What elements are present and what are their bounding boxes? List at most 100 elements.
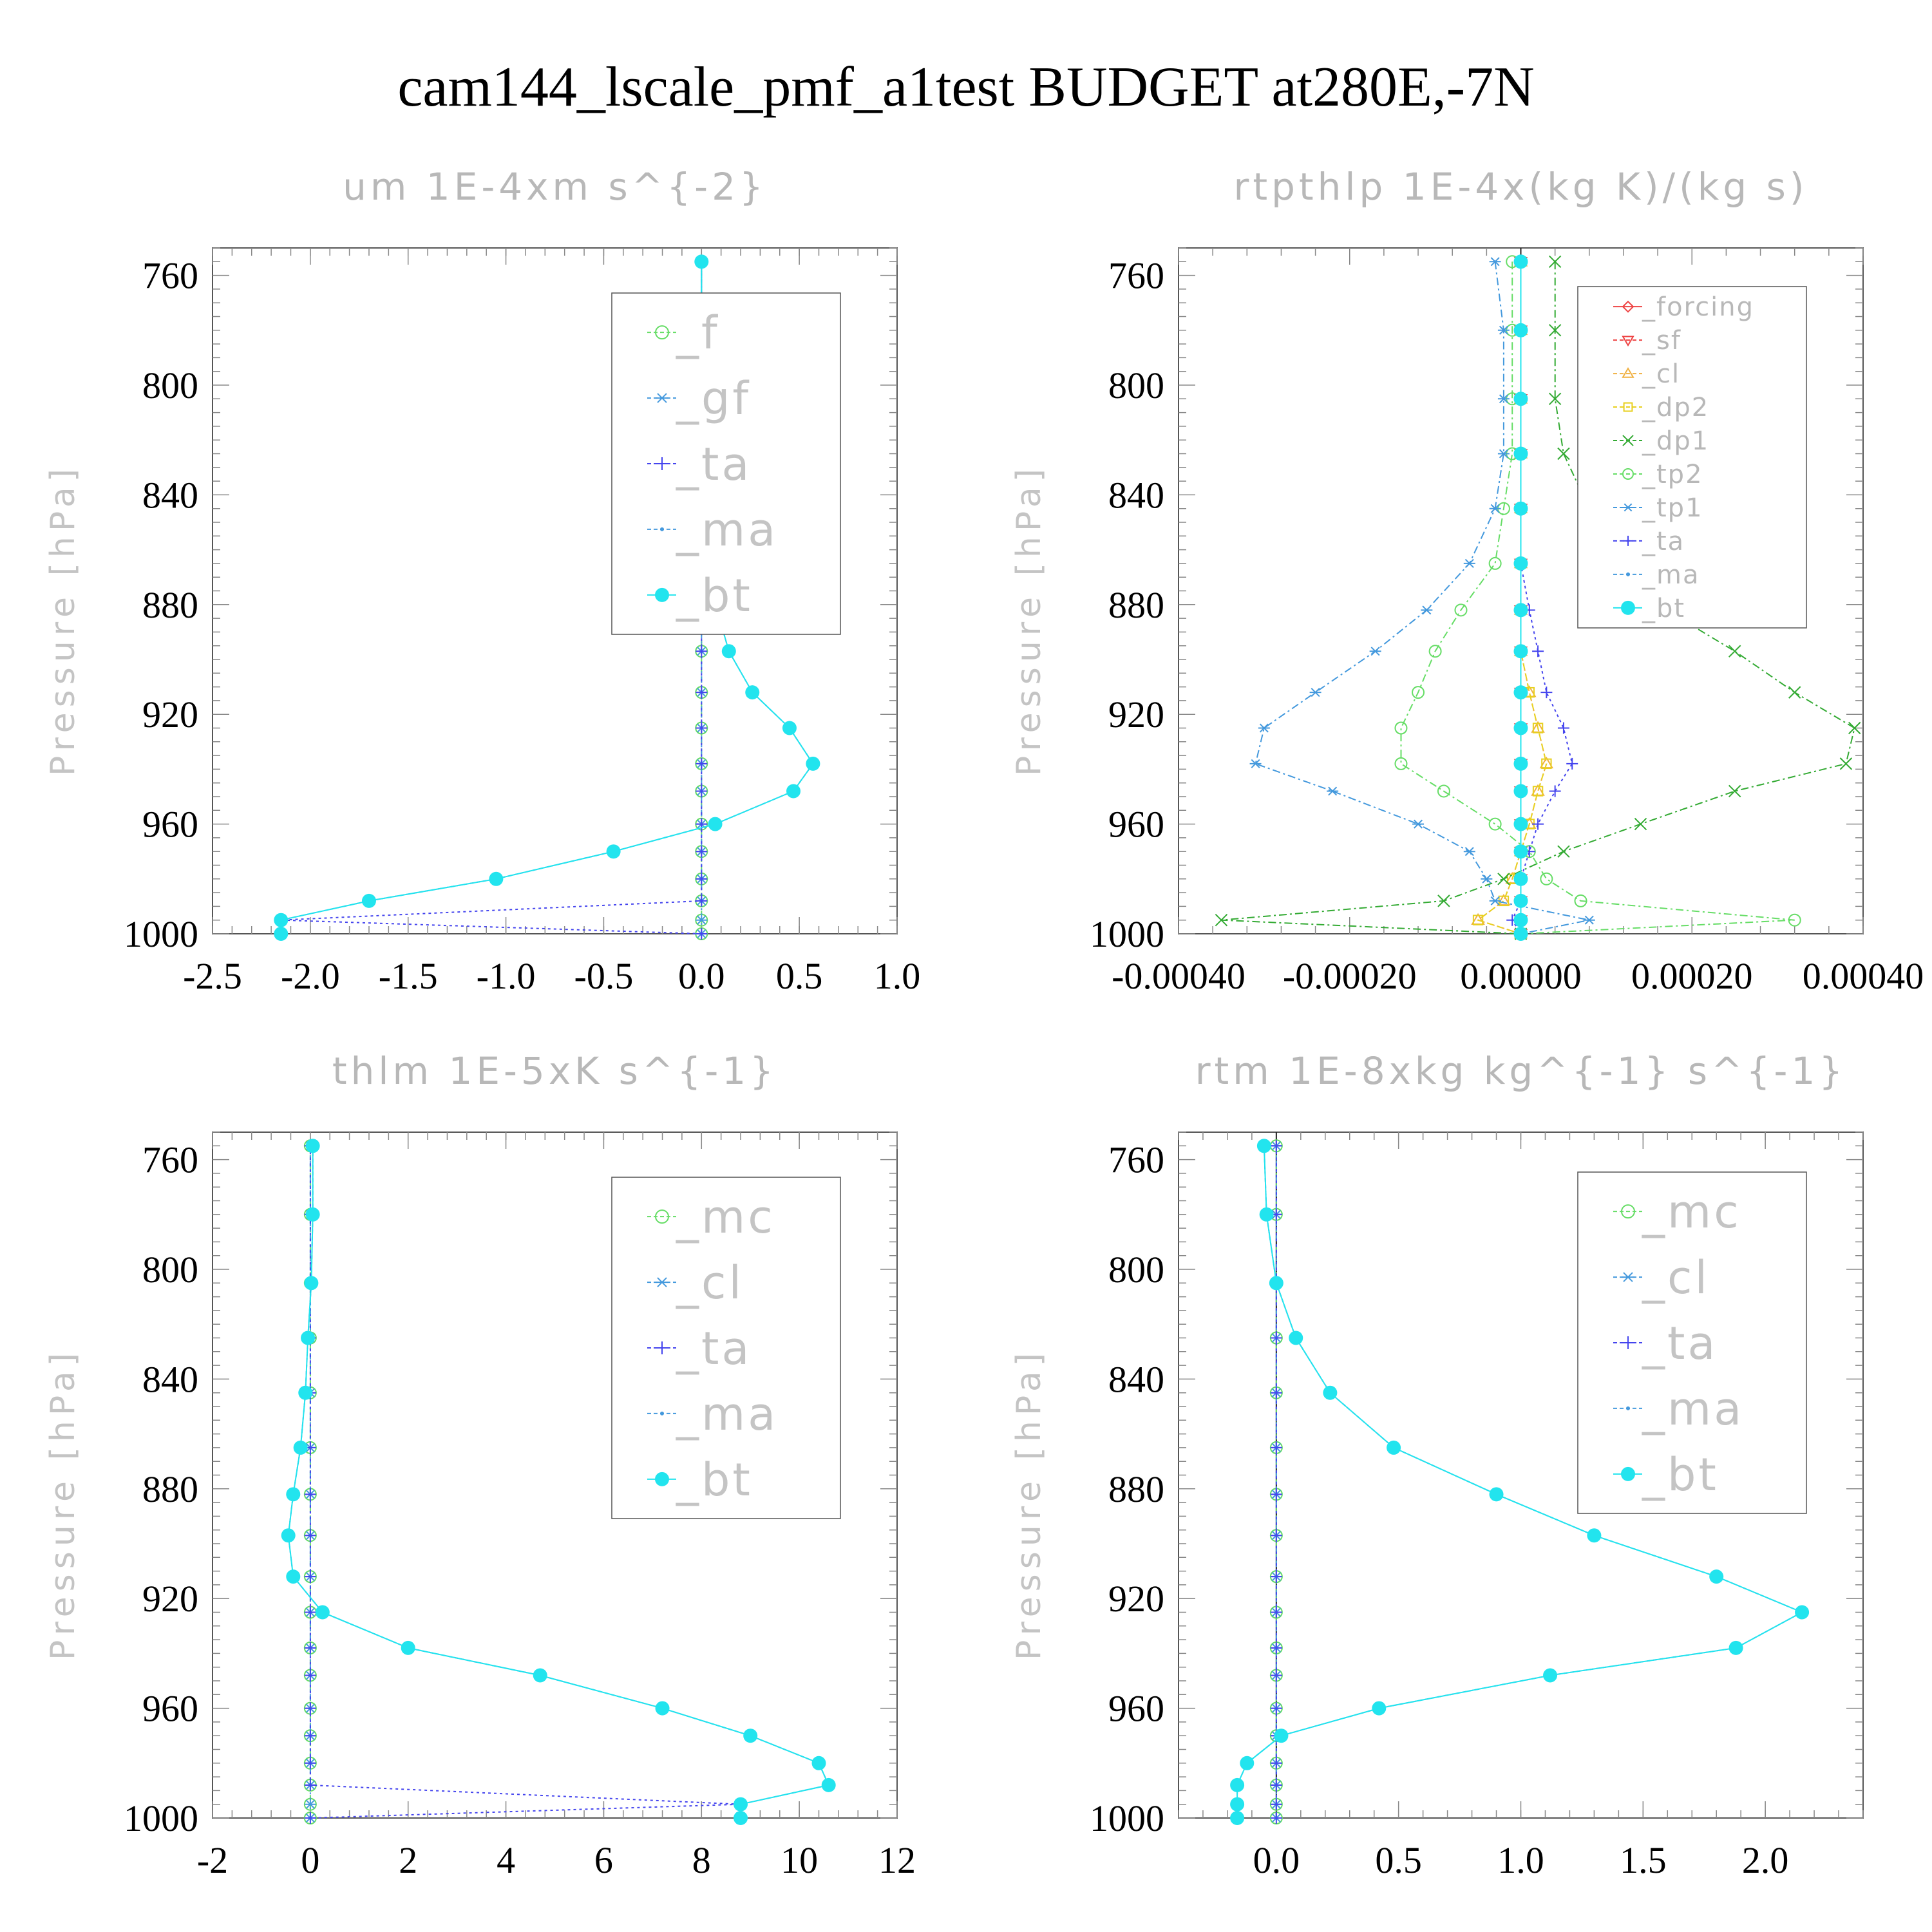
marker-asterisk: [1369, 647, 1381, 656]
marker-plus: [304, 1606, 316, 1618]
marker-bigdot: [1513, 913, 1528, 927]
marker-asterisk: [1258, 723, 1270, 733]
marker-plus: [1566, 757, 1578, 770]
y-tick-label: 760: [1108, 255, 1164, 297]
marker-square: [1541, 758, 1552, 770]
legend-label: _mc: [676, 1191, 775, 1244]
x-tick-label: 1.5: [1620, 1839, 1667, 1881]
marker-bigdot: [655, 587, 669, 602]
legend-item: _mc: [647, 1191, 775, 1244]
y-tick-label: 800: [142, 365, 198, 406]
y-tick-label: 880: [142, 1468, 198, 1510]
legend-item: _bt: [1613, 1448, 1716, 1501]
legend-item: _ma: [1613, 1383, 1741, 1435]
panel-title: thlm 1E-5xK s^{-1}: [332, 1049, 777, 1093]
marker-plus: [1270, 1140, 1282, 1152]
marker-bigdot: [734, 1811, 748, 1825]
marker-plus: [1270, 1441, 1282, 1454]
y-tick-label: 840: [1108, 1358, 1164, 1400]
marker-asterisk: [1249, 759, 1262, 768]
panel-title: rtpthlp 1E-4x(kg K)/(kg s): [1234, 165, 1808, 209]
marker-diamond: [1622, 300, 1634, 313]
marker-x: [1215, 913, 1228, 927]
marker-bigdot: [1274, 1728, 1289, 1743]
marker-x: [1437, 895, 1450, 907]
marker-bigdot: [1513, 817, 1528, 831]
marker-circle: [1437, 784, 1450, 798]
marker-bigdot: [1513, 501, 1528, 516]
marker-bigdot: [286, 1487, 301, 1502]
marker-asterisk: [304, 1799, 316, 1809]
marker-bigdot: [1513, 603, 1528, 618]
legend-label: _ma: [1642, 560, 1700, 590]
y-tick-label: 800: [1108, 365, 1164, 406]
marker-bigdot: [745, 685, 760, 700]
legend-item: _dp1: [1613, 426, 1708, 456]
series-line: [1476, 261, 1548, 934]
marker-triangle-up: [1622, 367, 1634, 378]
legend-label: _cl: [1642, 1251, 1710, 1304]
marker-bigdot: [1513, 392, 1528, 406]
y-tick-label: 920: [142, 1578, 198, 1620]
panel-title: um 1E-4xm s^{-2}: [343, 165, 767, 209]
marker-plus: [696, 645, 708, 658]
marker-bigdot: [1230, 1777, 1245, 1792]
marker-asterisk: [1497, 394, 1510, 404]
marker-x: [1557, 845, 1570, 858]
legend-label: _tp2: [1642, 460, 1703, 489]
chart-panel-2: rtpthlp 1E-4x(kg K)/(kg s) Pressure [hPa]…: [1010, 165, 1924, 997]
legend-box: [1577, 286, 1807, 629]
y-tick-label: 840: [142, 474, 198, 516]
marker-circle: [1574, 894, 1587, 907]
marker-plus: [1270, 1779, 1282, 1791]
series-bt: [1513, 254, 1528, 941]
marker-bigdot: [1543, 1668, 1558, 1683]
legend-label: _ta: [1642, 527, 1685, 556]
x-tick-label: 0.00000: [1460, 955, 1582, 997]
legend-label: _forcing: [1642, 292, 1754, 322]
legend-item: _sf: [1613, 326, 1680, 355]
marker-circle: [1788, 913, 1801, 927]
legend-label: _bt: [676, 1454, 753, 1506]
legend: _forcing _sf _cl _dp2 _dp1 _tp2 _tp1 _ta _ma _bt: [1577, 286, 1807, 629]
marker-plus: [304, 1812, 316, 1824]
legend-item: _tp2: [1613, 460, 1703, 489]
legend-label: _mc: [1642, 1186, 1741, 1238]
marker-bigdot: [655, 1472, 669, 1486]
y-tick-label: 960: [1108, 1688, 1164, 1730]
marker-plus: [696, 846, 708, 858]
marker-circle: [1621, 1204, 1635, 1219]
marker-asterisk: [656, 393, 668, 403]
marker-x: [1728, 784, 1741, 798]
marker-bigdot: [1513, 721, 1528, 735]
marker-bigdot: [1513, 756, 1528, 771]
marker-plus: [304, 1730, 316, 1742]
marker-triangle-down: [1622, 336, 1634, 347]
marker-x: [1728, 645, 1741, 658]
marker-bigdot: [1513, 323, 1528, 337]
marker-bigdot: [1513, 556, 1528, 571]
marker-plus: [304, 1779, 316, 1791]
legend-item: _dp2: [1613, 393, 1708, 422]
marker-asterisk: [1309, 688, 1321, 697]
marker-dot: [660, 527, 664, 531]
marker-bigdot: [1709, 1569, 1724, 1584]
y-tick-label: 800: [142, 1249, 198, 1291]
marker-bigdot: [304, 1276, 319, 1291]
marker-plus: [696, 757, 708, 770]
marker-bigdot: [1230, 1811, 1245, 1825]
marker-plus: [656, 1341, 668, 1354]
marker-plus: [1270, 1332, 1282, 1344]
y-tick-label: 960: [142, 804, 198, 846]
marker-bigdot: [806, 756, 820, 771]
marker-plus: [696, 895, 708, 907]
y-axis-label: Pressure [hPa]: [1010, 464, 1048, 776]
marker-plus: [304, 1642, 316, 1654]
x-tick-label: 10: [781, 1839, 818, 1881]
marker-asterisk: [1489, 896, 1501, 905]
marker-plus: [696, 722, 708, 734]
marker-bigdot: [1259, 1207, 1274, 1222]
marker-bigdot: [1513, 893, 1528, 908]
marker-bigdot: [1513, 844, 1528, 859]
